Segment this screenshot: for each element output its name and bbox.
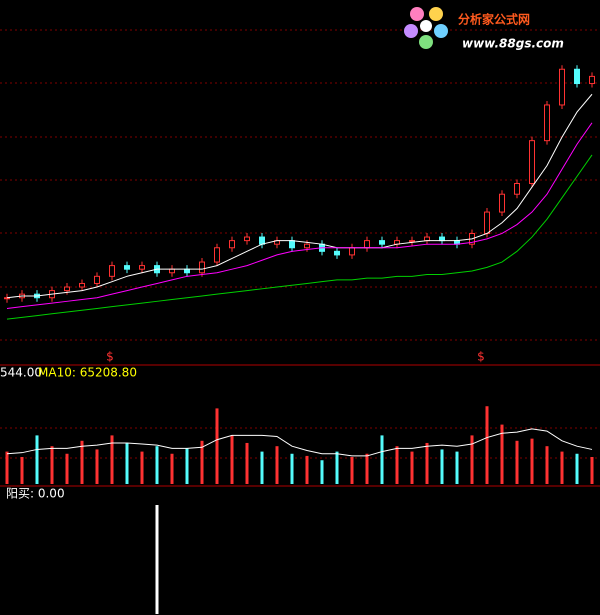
volume-bar — [275, 446, 279, 484]
signal-label: 阳买: 0.00 — [6, 487, 65, 501]
candle — [79, 282, 85, 288]
grid — [0, 29, 600, 459]
candle — [514, 183, 520, 195]
volume-bar — [575, 453, 579, 484]
volume-bar — [5, 451, 9, 484]
candle — [589, 75, 595, 85]
candle — [139, 265, 145, 270]
volume-bar — [515, 440, 519, 484]
volume-bar — [425, 442, 429, 484]
candle — [334, 250, 340, 256]
candle — [529, 140, 535, 185]
candle — [124, 265, 130, 270]
volume-bar — [500, 424, 504, 484]
petal — [410, 7, 424, 21]
candle — [349, 247, 355, 256]
volume-bar — [260, 451, 264, 484]
volume-bar — [545, 446, 549, 484]
volume-bar — [350, 457, 354, 484]
logo-url: www.88gs.com — [462, 37, 564, 51]
signal-bar — [155, 505, 159, 614]
candle — [169, 268, 175, 274]
volume-bar — [455, 451, 459, 484]
volume-bar — [20, 457, 24, 484]
signal-marker: $ — [477, 350, 485, 364]
candle — [199, 261, 205, 274]
volume-bar — [335, 451, 339, 484]
petal-center — [420, 20, 432, 32]
volume-bar — [470, 435, 474, 484]
volume-bar — [440, 449, 444, 484]
candle — [439, 236, 445, 242]
volume-bar — [125, 442, 129, 484]
volume-bar — [380, 435, 384, 484]
volume-bar — [80, 440, 84, 484]
volume-ma-line — [6, 428, 593, 457]
logo: 分析家公式网 www.88gs.com — [404, 7, 564, 51]
volume-bar — [155, 446, 159, 484]
candle — [184, 268, 190, 274]
volume-bar — [200, 440, 204, 484]
candle — [304, 243, 310, 249]
volume-bar — [245, 442, 249, 484]
signal-marker: $ — [106, 350, 114, 364]
volume-bar — [395, 446, 399, 484]
volume-bar — [485, 406, 489, 484]
petal — [419, 35, 433, 49]
volume-bar — [35, 435, 39, 484]
candle — [364, 240, 370, 249]
petal — [434, 24, 448, 38]
ma-line — [6, 93, 593, 299]
volume-bar — [530, 438, 534, 484]
candle — [484, 211, 490, 234]
plot — [4, 65, 595, 614]
volume-bar — [95, 449, 99, 484]
volume-bar — [410, 451, 414, 484]
volume-bar — [140, 451, 144, 484]
candle — [214, 247, 220, 263]
candle — [94, 275, 100, 284]
volume-bar — [170, 453, 174, 484]
ma-line — [6, 154, 593, 320]
ma-line — [6, 122, 593, 309]
candle — [409, 240, 415, 243]
candle — [229, 240, 235, 249]
petal — [429, 7, 443, 21]
candle — [559, 68, 565, 106]
candle — [289, 240, 295, 249]
candle — [64, 286, 70, 292]
volume-bar — [590, 457, 594, 484]
volume-bar — [215, 408, 219, 484]
candle — [109, 265, 115, 277]
volume-bar — [110, 435, 114, 484]
legend-value: 544.00 — [0, 366, 42, 380]
volume-bar — [305, 455, 309, 484]
legend-ma10: MA10: 65208.80 — [38, 366, 137, 380]
logo-title: 分析家公式网 — [458, 12, 530, 27]
volume-bar — [560, 451, 564, 484]
volume-bar — [50, 446, 54, 484]
candle — [424, 236, 430, 242]
petal — [404, 24, 418, 38]
candle — [244, 236, 250, 242]
candle — [574, 68, 580, 85]
volume-bar — [185, 448, 189, 484]
candle — [379, 240, 385, 245]
volume-bar — [65, 453, 69, 484]
candle — [544, 104, 550, 142]
volume-bar — [290, 453, 294, 484]
candle — [499, 193, 505, 213]
volume-bar — [320, 460, 324, 484]
candle — [259, 236, 265, 245]
volume-bar — [365, 453, 369, 484]
volume-bar — [230, 435, 234, 484]
